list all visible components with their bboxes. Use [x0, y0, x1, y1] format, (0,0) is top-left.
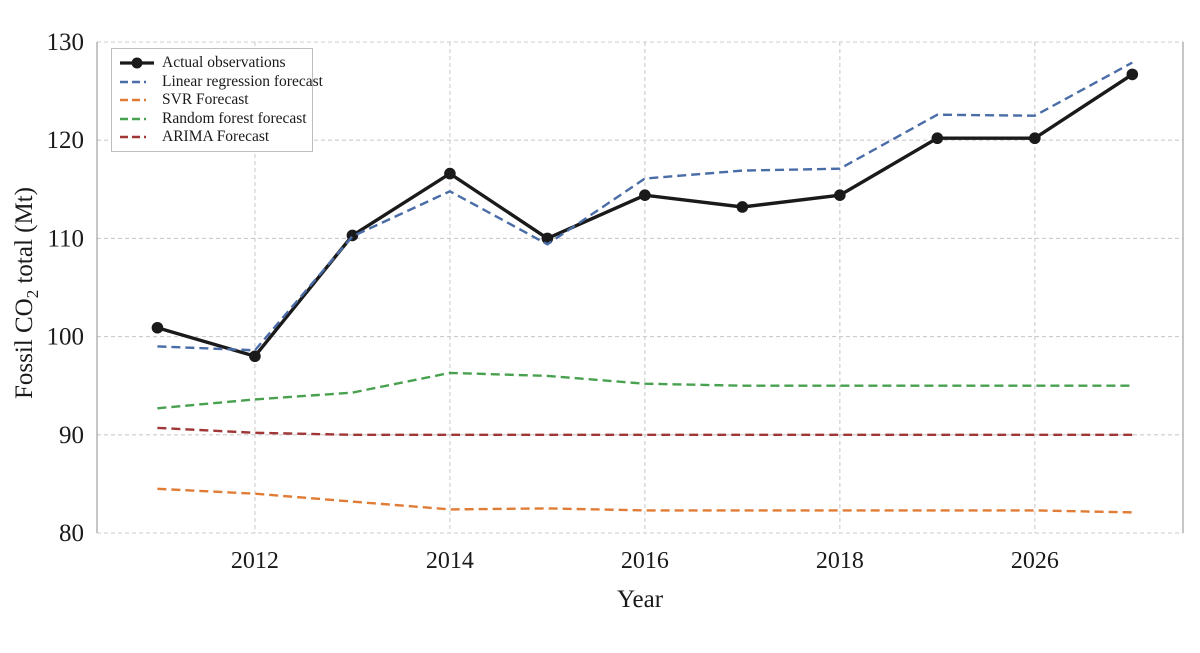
legend-item: Linear regression forecast [119, 73, 323, 92]
data-point-marker [931, 132, 944, 145]
legend-item: Random forest forecast [119, 109, 307, 129]
legend-swatch-actual-observations [120, 57, 154, 69]
x-tick-label: 2018 [816, 548, 864, 574]
data-point-marker [151, 321, 164, 334]
y-tick-label: 130 [47, 29, 85, 56]
legend-label: SVR Forecast [162, 91, 249, 109]
y-tick-label: 80 [59, 520, 84, 547]
data-point-marker [1126, 68, 1139, 81]
legend-label: Actual observations [162, 54, 286, 72]
x-tick-label: 2014 [426, 548, 474, 574]
series-line-svr-forecast [157, 487, 1133, 514]
series-line-linear-regression-forecast [157, 61, 1133, 352]
y-tick-label: 90 [59, 422, 84, 449]
legend-swatch-random-forest [120, 117, 154, 120]
x-tick-label: 2016 [621, 548, 669, 574]
legend: Actual observations Linear regression fo… [111, 48, 323, 152]
x-tick-label: 2026 [1011, 548, 1059, 574]
y-axis-label-suffix: total (Mt) [11, 187, 38, 290]
y-tick-label: 100 [47, 324, 85, 351]
x-tick-label: 2012 [231, 548, 279, 574]
x-axis-label: Year [616, 586, 664, 613]
data-point-marker [444, 167, 456, 180]
data-point-marker [639, 189, 651, 201]
legend-item: Actual observations [119, 54, 304, 73]
y-axis-label: Fossil CO2 total (Mt) [11, 187, 43, 399]
legend-swatch-marker [131, 57, 143, 69]
data-point-marker [736, 201, 749, 213]
data-point-marker [834, 189, 846, 201]
data-point-marker [1029, 132, 1041, 145]
data-point-marker [249, 350, 261, 363]
series-line-arima-forecast [157, 426, 1133, 436]
legend-swatch-svr [120, 99, 154, 102]
series-line-random-forest-forecast [157, 371, 1133, 410]
legend-label: Linear regression forecast [162, 72, 323, 90]
legend-swatch-linear-regression [120, 80, 154, 83]
y-tick-label: 110 [47, 225, 84, 252]
legend-label: Random forest forecast [162, 109, 307, 127]
y-axis-label-subscript: 2 [23, 289, 42, 299]
y-axis-label-prefix: Fossil CO [11, 298, 38, 399]
y-tick-label: 120 [47, 127, 85, 154]
legend-label: ARIMA Forecast [162, 128, 270, 146]
legend-swatch-arima [120, 136, 154, 139]
legend-item: SVR Forecast [119, 91, 304, 110]
legend-item: ARIMA Forecast [119, 128, 304, 147]
